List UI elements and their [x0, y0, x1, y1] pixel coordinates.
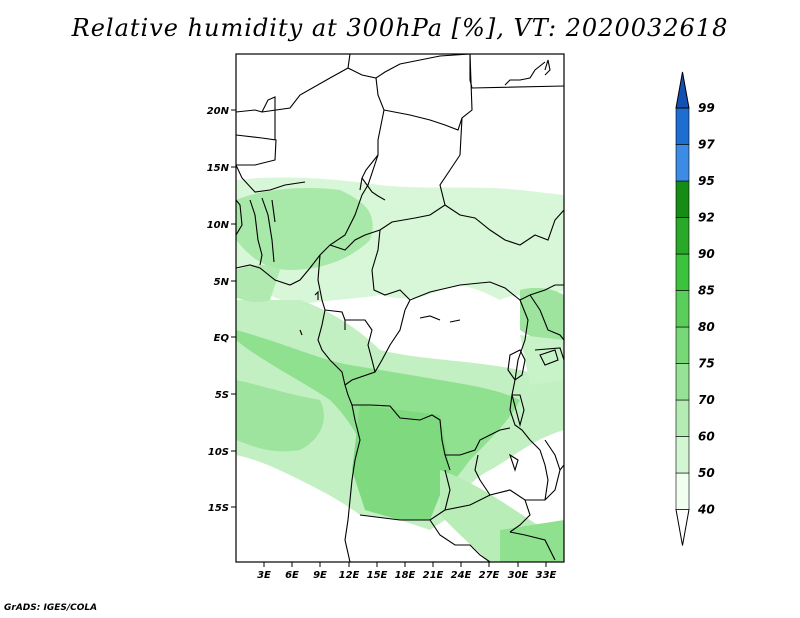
colorbar-segment [675, 399, 690, 437]
lat-label-5s: 5S [215, 390, 229, 401]
colorbar-segment [675, 472, 690, 510]
lon-label-18e: 18E [395, 570, 416, 581]
lat-axis: 20N 15N 10N 5N EQ 5S 10S 15S [207, 106, 236, 514]
map-frame [235, 53, 565, 563]
colorbar-segment [675, 363, 690, 401]
lon-label-24e: 24E [451, 570, 472, 581]
colorbar-segment [675, 290, 690, 328]
colorbar-label: 75 [698, 357, 715, 371]
lat-label-10n: 10N [207, 220, 230, 231]
lat-label-10s: 10S [208, 447, 229, 458]
lat-label-5n: 5N [214, 277, 230, 288]
colorbar-label: 92 [698, 211, 715, 225]
colorbar-upper-cap [675, 71, 690, 109]
country-borders [236, 54, 564, 562]
colorbar-lower-cap [675, 509, 690, 546]
lon-label-6e: 6E [285, 570, 299, 581]
credit-text: GrADS: IGES/COLA [4, 603, 98, 613]
colorbar-label: 90 [698, 247, 715, 261]
lon-label-27e: 27E [479, 570, 500, 581]
colorbar-segment [675, 217, 690, 255]
colorbar-label: 95 [698, 174, 715, 188]
map-title: Relative humidity at 300hPa [%], VT: 202… [71, 14, 729, 42]
lat-label-eq: EQ [214, 333, 230, 344]
lat-label-15n: 15N [207, 163, 230, 174]
colorbar-label: 80 [698, 320, 715, 334]
colorbar-segment [675, 326, 690, 364]
colorbar-segment [675, 436, 690, 474]
colorbar-label: 60 [698, 430, 715, 444]
colorbar: 40 50 60 70 75 80 85 90 92 95 97 99 [675, 71, 715, 546]
lon-label-12e: 12E [339, 570, 360, 581]
colorbar-segment [675, 253, 690, 291]
lon-label-33e: 33E [536, 570, 557, 581]
colorbar-label: 70 [698, 393, 715, 407]
colorbar-label: 97 [698, 138, 715, 152]
colorbar-segment [675, 180, 690, 218]
colorbar-label: 99 [698, 101, 715, 115]
lon-axis: 3E 6E 9E 12E 15E 18E 21E 24E 27E 30E 33E [257, 562, 557, 581]
lon-label-3e: 3E [257, 570, 271, 581]
lon-label-9e: 9E [313, 570, 327, 581]
colorbar-segment [675, 107, 690, 145]
colorbar-label: 50 [698, 466, 715, 480]
lat-label-20n: 20N [207, 106, 230, 117]
lon-label-30e: 30E [508, 570, 529, 581]
lon-label-15e: 15E [367, 570, 388, 581]
colorbar-segment [675, 144, 690, 182]
humidity-field [236, 54, 564, 562]
colorbar-label: 85 [698, 284, 715, 298]
lat-label-15s: 15S [208, 503, 229, 514]
colorbar-label: 40 [697, 503, 715, 517]
lon-label-21e: 21E [423, 570, 444, 581]
